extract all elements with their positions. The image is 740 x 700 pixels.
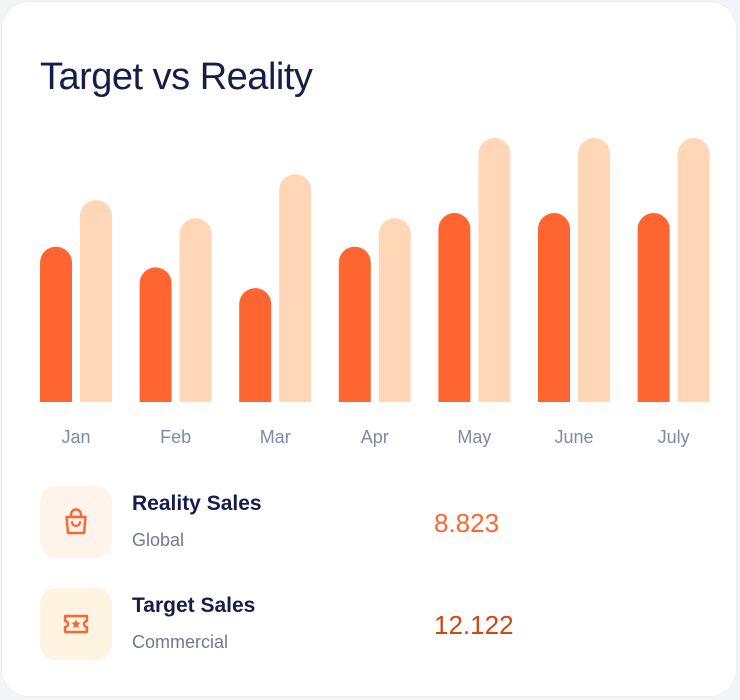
reality-bar-jan	[40, 246, 72, 402]
legend-item-target: Target Sales Commercial 12.122	[40, 588, 680, 662]
x-tick-label: July	[658, 427, 690, 447]
reality-bar-june	[538, 213, 570, 402]
legend-label: Target Sales	[132, 594, 256, 617]
target-bar-mar	[279, 174, 312, 402]
reality-bar-feb	[139, 267, 172, 402]
shopping-bag-icon	[65, 508, 87, 535]
bar-chart: Jan Feb Mar Apr May June July	[40, 138, 710, 447]
chart-title: Target vs Reality	[40, 56, 313, 98]
target-bar-feb	[179, 218, 212, 402]
legend-sublabel: Global	[132, 530, 185, 550]
legend-sublabel: Commercial	[132, 632, 229, 652]
ticket-star-icon	[63, 614, 89, 634]
target-bar-may	[478, 138, 511, 402]
legend-label: Reality Sales	[132, 492, 262, 515]
target-bar-june	[578, 138, 610, 402]
x-tick-label: May	[457, 427, 491, 447]
target-sales-value: 12.122	[434, 610, 514, 640]
target-bar-apr	[378, 218, 411, 402]
reality-bar-july	[637, 213, 670, 402]
x-tick-label: Feb	[160, 427, 191, 447]
target-icon-box	[40, 588, 112, 660]
reality-bar-mar	[239, 288, 272, 402]
x-tick-label: Apr	[361, 427, 389, 447]
legend-item-reality: Reality Sales Global 8.823	[40, 486, 680, 560]
x-tick-label: Mar	[260, 427, 291, 447]
reality-bar-apr	[338, 246, 371, 402]
reality-icon-box	[40, 486, 112, 558]
reality-sales-value: 8.823	[434, 508, 500, 538]
x-tick-label: Jan	[61, 427, 90, 447]
target-bar-july	[677, 138, 710, 402]
reality-bar-may	[438, 213, 471, 402]
x-tick-label: June	[554, 427, 593, 447]
target-bar-jan	[80, 200, 112, 402]
